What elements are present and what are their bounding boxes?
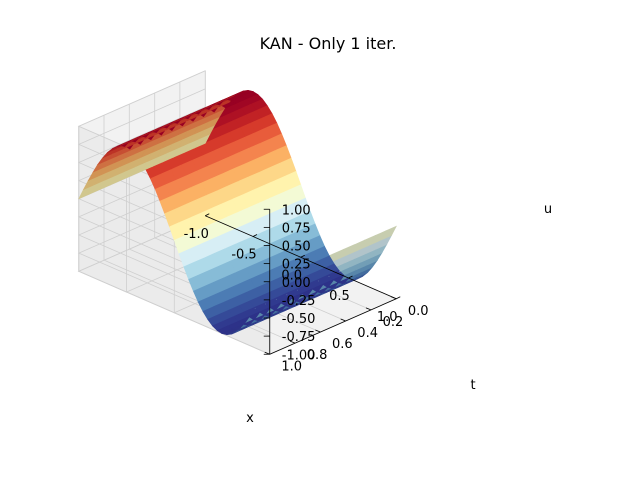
x-tick [252, 234, 258, 237]
x-tick-label: 0.0 [281, 268, 302, 283]
y-tick [391, 296, 397, 300]
y-tick-label: 0.8 [307, 348, 328, 363]
z-tick-label: -0.75 [282, 330, 316, 345]
surface-patch [380, 225, 397, 241]
x-tick-label: 0.5 [329, 289, 350, 304]
y-tick-label: 0.2 [383, 315, 404, 330]
x-tick [205, 213, 210, 217]
x-tick-label: -0.5 [231, 248, 256, 263]
y-tick [365, 307, 372, 311]
y-tick-label: 0.4 [357, 326, 378, 341]
x-tick-label: -1.0 [184, 227, 209, 242]
z-tick-label: -0.25 [282, 294, 316, 309]
axes-ticks: -1.0-0.50.00.51.0 0.00.20.40.60.81.0-1.00… [184, 203, 429, 374]
y-axis-label: t [470, 378, 475, 393]
z-tick-label: 0.50 [282, 240, 311, 255]
y-tick-label: 0.0 [408, 304, 429, 319]
z-axis-label: u [544, 202, 552, 217]
y-tick-label: 1.0 [281, 359, 302, 374]
z-tick-label: -1.00 [282, 348, 316, 363]
x-tick-label: 1.0 [377, 310, 398, 325]
z-tick-label: 0.25 [282, 258, 311, 273]
chart-title: KAN - Only 1 iter. [260, 34, 397, 53]
y-tick [340, 318, 346, 322]
z-tick-label: -0.50 [282, 312, 316, 327]
z-tick-label: 0.75 [282, 221, 311, 236]
gridline [77, 215, 270, 355]
z-tick-label: 1.00 [282, 203, 311, 218]
x-axis-label: x [246, 411, 254, 426]
surface-mesh [78, 89, 397, 336]
z-tick-label: 0.00 [282, 276, 311, 291]
y-tick-label: 0.6 [332, 337, 353, 352]
y-tick [289, 340, 296, 344]
x-tick [348, 275, 353, 279]
x-tick [396, 296, 401, 300]
y-tick [315, 329, 321, 333]
x-tick [300, 254, 305, 258]
y-axis-line [269, 298, 397, 355]
